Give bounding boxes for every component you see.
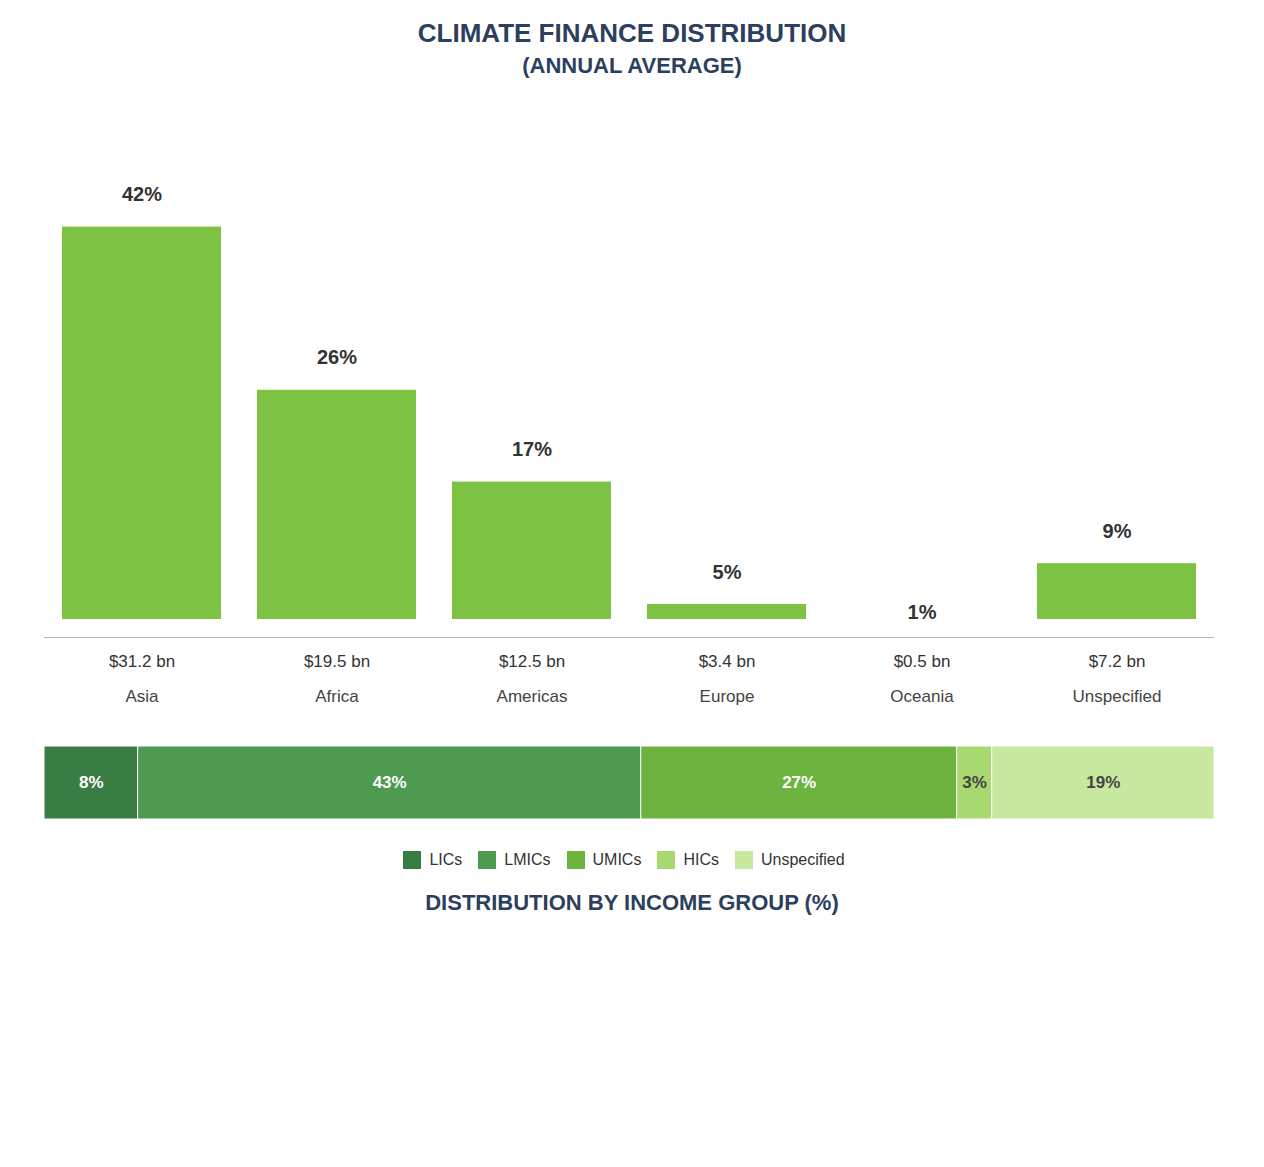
- svg-text:$3.4 bn: $3.4 bn: [699, 652, 756, 671]
- svg-text:$19.5 bn: $19.5 bn: [304, 652, 370, 671]
- svg-text:9%: 9%: [1103, 520, 1132, 542]
- svg-text:Europe: Europe: [700, 687, 755, 706]
- svg-text:5%: 5%: [713, 561, 742, 583]
- html-text:UMICs: UMICs: [592, 850, 642, 868]
- html-text:HICs: HICs: [683, 850, 719, 868]
- svg-text:$12.5 bn: $12.5 bn: [499, 652, 565, 671]
- svg-text:Unspecified: Unspecified: [1073, 687, 1162, 706]
- html-text:Unspecified: Unspecified: [761, 850, 845, 868]
- svg-text:3%: 3%: [962, 773, 987, 792]
- svg-text:Africa: Africa: [315, 687, 359, 706]
- html-text:(ANNUAL AVERAGE): (ANNUAL AVERAGE): [522, 53, 742, 78]
- svg-text:8%: 8%: [79, 773, 104, 792]
- html-text:LMICs: LMICs: [504, 850, 551, 868]
- svg-text:$31.2 bn: $31.2 bn: [109, 652, 175, 671]
- svg-text:43%: 43%: [373, 773, 407, 792]
- svg-text:$0.5 bn: $0.5 bn: [894, 652, 951, 671]
- svg-text:17%: 17%: [512, 438, 552, 460]
- svg-text:$7.2 bn: $7.2 bn: [1089, 652, 1146, 671]
- svg-text:27%: 27%: [782, 773, 816, 792]
- svg-text:19%: 19%: [1086, 773, 1120, 792]
- svg-text:42%: 42%: [122, 183, 162, 205]
- svg-text:Asia: Asia: [125, 687, 159, 706]
- html-text:DISTRIBUTION BY INCOME GROUP (: DISTRIBUTION BY INCOME GROUP (%): [425, 890, 839, 915]
- svg-text:Oceania: Oceania: [890, 687, 954, 706]
- svg-text:Americas: Americas: [497, 687, 568, 706]
- html-text:CLIMATE FINANCE DISTRIBUTION: CLIMATE FINANCE DISTRIBUTION: [417, 18, 847, 48]
- svg-text:26%: 26%: [317, 346, 357, 368]
- html-text:LICs: LICs: [429, 850, 463, 868]
- svg-text:1%: 1%: [908, 601, 937, 623]
